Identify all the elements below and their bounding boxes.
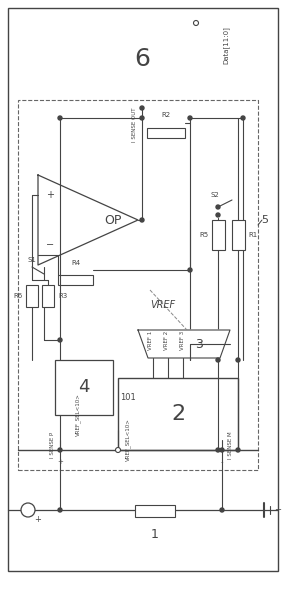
Text: VREF_SEL<10>: VREF_SEL<10> (125, 418, 131, 462)
Text: R3: R3 (58, 293, 67, 299)
Text: +: + (35, 515, 41, 524)
Text: Data[11:0]: Data[11:0] (223, 26, 229, 64)
Text: I SENSE M: I SENSE M (227, 431, 233, 459)
Text: VREF: VREF (150, 300, 176, 310)
Circle shape (220, 508, 224, 512)
Circle shape (140, 116, 144, 120)
Text: VREF 1: VREF 1 (148, 330, 152, 350)
Circle shape (216, 358, 220, 362)
Text: -: - (221, 459, 223, 465)
Text: R1: R1 (248, 232, 257, 238)
Bar (55, 360, 113, 415)
Bar (42, 285, 54, 307)
Bar (26, 285, 38, 307)
Text: VREF 3: VREF 3 (180, 330, 184, 350)
Text: R4: R4 (71, 260, 80, 266)
Text: 6: 6 (134, 47, 150, 71)
Text: VREF 2: VREF 2 (164, 330, 168, 350)
Text: I SENSE P: I SENSE P (49, 432, 55, 458)
Text: I SENSE OUT: I SENSE OUT (132, 108, 136, 142)
Text: 101: 101 (120, 394, 136, 402)
Circle shape (58, 448, 62, 452)
Text: S2: S2 (210, 192, 219, 198)
Polygon shape (138, 330, 230, 358)
Bar (135, 505, 175, 517)
Circle shape (220, 448, 224, 452)
Text: VREF_SEL<10>: VREF_SEL<10> (75, 394, 81, 436)
Circle shape (241, 116, 245, 120)
Bar (232, 220, 245, 250)
Circle shape (58, 508, 62, 512)
Bar (147, 128, 185, 138)
Bar (212, 220, 225, 250)
Circle shape (188, 116, 192, 120)
Text: R5: R5 (199, 232, 208, 238)
Text: R2: R2 (161, 112, 170, 118)
Text: R6: R6 (14, 293, 23, 299)
Text: −: − (46, 240, 54, 250)
Bar (18, 100, 258, 470)
Bar (58, 275, 93, 285)
Circle shape (236, 448, 240, 452)
Circle shape (216, 213, 220, 217)
Bar (118, 378, 238, 450)
Text: 4: 4 (78, 378, 90, 397)
Circle shape (194, 21, 198, 25)
Circle shape (236, 358, 240, 362)
Circle shape (116, 447, 120, 453)
Circle shape (216, 205, 220, 209)
Text: +: + (46, 190, 54, 200)
Bar (68, 30, 216, 88)
Circle shape (58, 116, 62, 120)
Circle shape (21, 503, 35, 517)
Text: −: − (275, 505, 281, 515)
Circle shape (188, 268, 192, 272)
Circle shape (140, 106, 144, 110)
Text: S1: S1 (28, 257, 37, 263)
Text: 2: 2 (171, 404, 185, 424)
Text: 3: 3 (195, 337, 203, 350)
Text: OP: OP (104, 213, 122, 226)
Text: +: + (57, 459, 63, 465)
Text: 5: 5 (261, 215, 269, 225)
Text: 1: 1 (151, 528, 159, 541)
Circle shape (216, 448, 220, 452)
Circle shape (58, 338, 62, 342)
Polygon shape (38, 175, 138, 265)
Circle shape (140, 218, 144, 222)
